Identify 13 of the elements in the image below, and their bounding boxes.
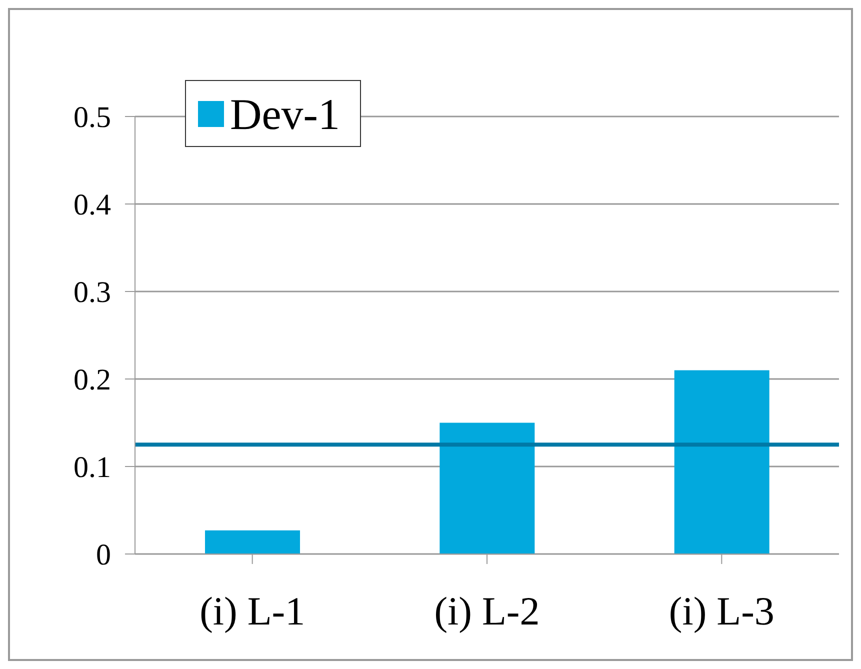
bar (440, 422, 535, 554)
bar (674, 370, 770, 554)
y-tick-label: 0 (96, 538, 111, 572)
y-tick-label: 0.5 (74, 101, 111, 134)
y-tick-label: 0.3 (74, 276, 111, 310)
y-tick-label: 0.1 (74, 451, 111, 484)
y-tick-label: 0.2 (74, 364, 111, 397)
x-tick-label: (i) L-3 (668, 588, 774, 634)
x-tick-label: (i) L-2 (434, 588, 540, 634)
y-tick-label: 0.4 (74, 188, 111, 222)
bar (205, 530, 300, 554)
legend-label: Dev-1 (229, 88, 340, 140)
x-tick-label: (i) L-1 (200, 588, 306, 634)
